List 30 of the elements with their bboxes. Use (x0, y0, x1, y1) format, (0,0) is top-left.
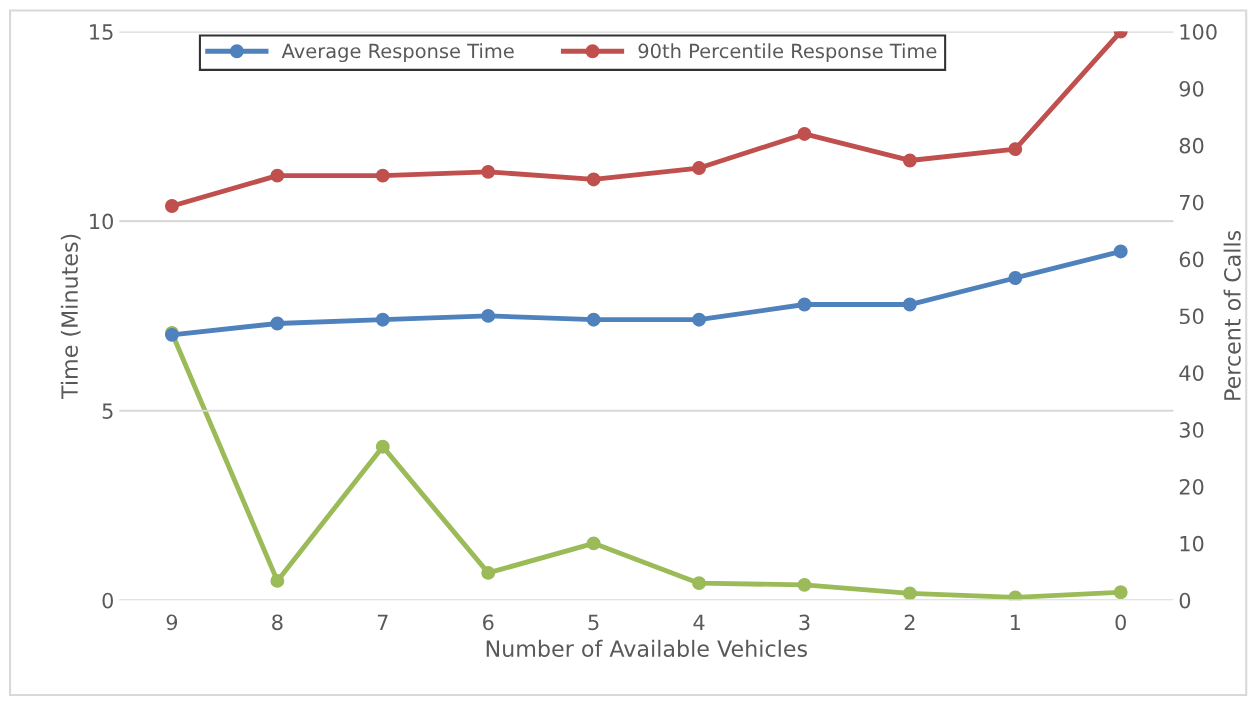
y-tick-label: 10 (90, 213, 113, 230)
x-tick-label: 5 (588, 614, 599, 631)
y-axis-title: Time (Minutes) (60, 234, 81, 400)
x-tick-label: 6 (483, 614, 494, 631)
x-tick-label: 2 (904, 614, 915, 630)
y2-tick-label: 50 (1179, 308, 1204, 325)
x-tick-label: 1 (1010, 614, 1020, 630)
y2-tick-label: 60 (1179, 251, 1204, 268)
x-tick-label: 7 (377, 614, 388, 630)
y-tick-label: 5 (102, 403, 113, 419)
y2-tick-label: 0 (1179, 592, 1191, 609)
x-tick-label: 0 (1115, 614, 1126, 631)
y2-tick-label: 30 (1179, 422, 1204, 438)
y2-tick-label: 40 (1179, 365, 1204, 381)
x-tick-label: 8 (272, 614, 283, 631)
y2-tick-label: 100 (1180, 24, 1217, 40)
x-tick-label: 3 (799, 614, 810, 631)
y2-tick-label: 80 (1179, 137, 1204, 154)
legend-label: 90th Percentile Response Time (638, 43, 937, 63)
y2-tick-label: 90 (1179, 80, 1204, 97)
y2-tick-label: 20 (1179, 478, 1204, 495)
y2-tick-label: 70 (1180, 194, 1204, 211)
x-tick-label: 9 (166, 614, 178, 631)
x-axis-title: Number of Available Vehicles (486, 639, 807, 658)
y2-tick-label: 10 (1180, 535, 1204, 552)
y-tick-label: 15 (90, 24, 113, 40)
x-tick-label: 4 (693, 614, 705, 630)
legend-label: Average Response Time (281, 43, 514, 63)
y-tick-label: 0 (102, 592, 113, 609)
y2-axis-title: Percent of Calls (1223, 230, 1241, 400)
